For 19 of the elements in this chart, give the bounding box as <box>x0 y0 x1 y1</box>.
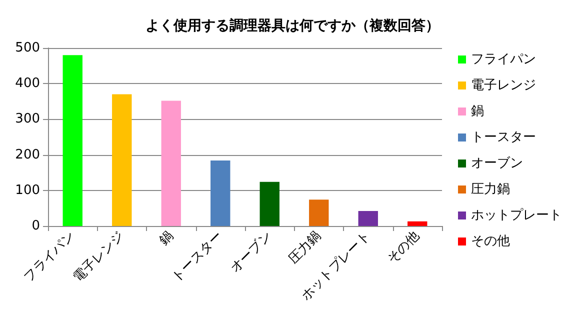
y-tick-label: 200 <box>15 147 40 162</box>
legend-label: フライパン <box>471 52 536 67</box>
legend-label: オーブン <box>471 156 523 171</box>
x-tick-label: 電子レンジ <box>70 228 128 286</box>
legend-label: ホットプレート <box>471 208 562 223</box>
chart-title: よく使用する調理器具は何ですか（複数回答） <box>146 17 440 34</box>
x-tick-label: 鍋 <box>156 228 176 248</box>
y-tick-label: 100 <box>15 182 40 198</box>
legend-label: 電子レンジ <box>471 78 536 93</box>
y-tick-label: 300 <box>15 112 40 127</box>
x-tick-label: オーブン <box>228 228 275 276</box>
y-tick-label: 0 <box>32 218 40 234</box>
legend-label: 圧力鍋 <box>471 182 510 197</box>
x-tick-label: 圧力鍋 <box>286 228 324 267</box>
legend-label: 鍋 <box>471 104 484 119</box>
y-tick-label: 400 <box>15 76 40 92</box>
y-tick-label: 500 <box>15 40 40 56</box>
x-tick-label: その他 <box>384 228 423 267</box>
legend-label: トースター <box>471 130 536 145</box>
